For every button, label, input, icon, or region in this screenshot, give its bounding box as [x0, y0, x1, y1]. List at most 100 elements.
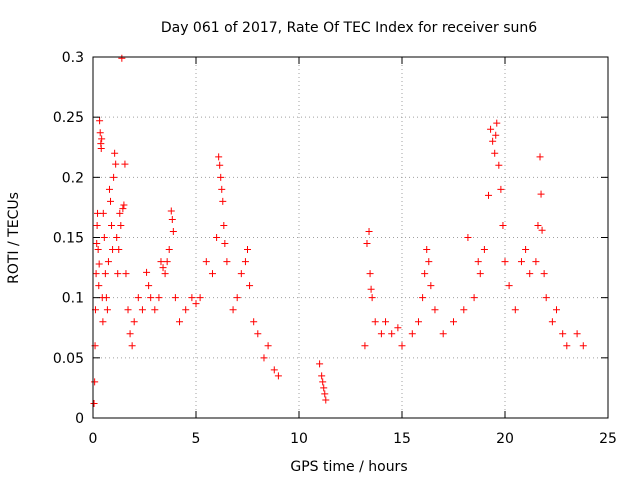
- data-point: [563, 342, 571, 350]
- y-tick-label: 0.05: [53, 351, 84, 367]
- data-point: [216, 161, 224, 169]
- data-point: [229, 306, 237, 314]
- data-point: [250, 318, 258, 326]
- data-point: [126, 330, 134, 338]
- data-point: [95, 260, 103, 268]
- data-point: [121, 160, 129, 168]
- data-point: [526, 270, 534, 278]
- data-point: [414, 318, 422, 326]
- data-point: [103, 306, 111, 314]
- data-point: [96, 117, 104, 125]
- data-point: [316, 360, 324, 368]
- data-point: [431, 306, 439, 314]
- data-point: [143, 268, 151, 276]
- data-point: [115, 246, 123, 254]
- data-point: [491, 149, 499, 157]
- data-point: [155, 294, 163, 302]
- data-point: [171, 294, 179, 302]
- data-point: [408, 330, 416, 338]
- y-tick-label: 0.15: [53, 231, 84, 247]
- data-point: [237, 270, 245, 278]
- data-point: [318, 372, 326, 380]
- data-point: [534, 221, 542, 229]
- data-point: [505, 282, 513, 290]
- data-point: [532, 258, 540, 266]
- x-tick-label: 0: [89, 431, 98, 447]
- data-point: [107, 197, 115, 205]
- data-point: [161, 270, 169, 278]
- x-tick-label: 15: [393, 431, 411, 447]
- data-point: [492, 131, 500, 139]
- data-point: [196, 294, 204, 302]
- data-point: [517, 258, 525, 266]
- data-point: [367, 285, 375, 293]
- data-point: [94, 246, 102, 254]
- data-point: [168, 215, 176, 223]
- data-point: [497, 185, 505, 193]
- x-tick-label: 20: [496, 431, 514, 447]
- data-point: [202, 258, 210, 266]
- data-point: [371, 318, 379, 326]
- data-point: [169, 227, 177, 235]
- data-point: [130, 318, 138, 326]
- data-point: [388, 330, 396, 338]
- data-point: [128, 342, 136, 350]
- data-point: [157, 258, 165, 266]
- data-point: [425, 258, 433, 266]
- data-point: [118, 54, 126, 62]
- data-point: [241, 258, 249, 266]
- data-point: [105, 185, 113, 193]
- data-point: [101, 270, 109, 278]
- data-point: [246, 282, 254, 290]
- data-point: [91, 378, 99, 386]
- data-point: [112, 160, 120, 168]
- data-point: [244, 246, 251, 254]
- data-point: [117, 221, 125, 229]
- data-point: [493, 119, 501, 127]
- data-point: [553, 306, 560, 314]
- data-point: [366, 270, 374, 278]
- data-point: [540, 270, 548, 278]
- data-point: [176, 318, 184, 326]
- data-point: [120, 201, 128, 209]
- data-point: [537, 190, 545, 198]
- data-point: [487, 125, 495, 133]
- data-point: [511, 306, 519, 314]
- data-point: [470, 294, 478, 302]
- data-point: [90, 400, 98, 408]
- data-point: [474, 258, 482, 266]
- data-point: [368, 294, 376, 302]
- data-point: [499, 221, 507, 229]
- data-point: [264, 342, 272, 350]
- axis-ticks: 0 5 10 15 20 25 0 0.05 0.1 0.15 0.2 0.25 0.3: [53, 50, 617, 447]
- x-tick-label: 25: [599, 431, 617, 447]
- data-point: [92, 270, 100, 278]
- data-point: [233, 294, 241, 302]
- data-points: [90, 54, 587, 408]
- data-point: [102, 294, 110, 302]
- data-point: [114, 270, 122, 278]
- data-point: [93, 240, 101, 248]
- data-point: [421, 270, 429, 278]
- data-point: [192, 300, 200, 308]
- data-point: [382, 318, 390, 326]
- data-point: [145, 282, 153, 290]
- data-point: [116, 209, 124, 217]
- data-point: [213, 234, 221, 241]
- y-tick-label: 0: [75, 411, 84, 427]
- data-point: [423, 246, 431, 254]
- data-point: [124, 306, 132, 314]
- grid-lines: [93, 57, 608, 418]
- data-point: [119, 205, 127, 213]
- data-point: [108, 221, 116, 229]
- data-point: [188, 294, 196, 302]
- data-point: [110, 173, 118, 181]
- data-point: [138, 306, 146, 314]
- data-point: [167, 207, 175, 215]
- data-point: [113, 234, 121, 241]
- data-point: [99, 318, 107, 326]
- data-point: [579, 342, 587, 350]
- data-point: [98, 135, 106, 143]
- data-point: [542, 294, 550, 302]
